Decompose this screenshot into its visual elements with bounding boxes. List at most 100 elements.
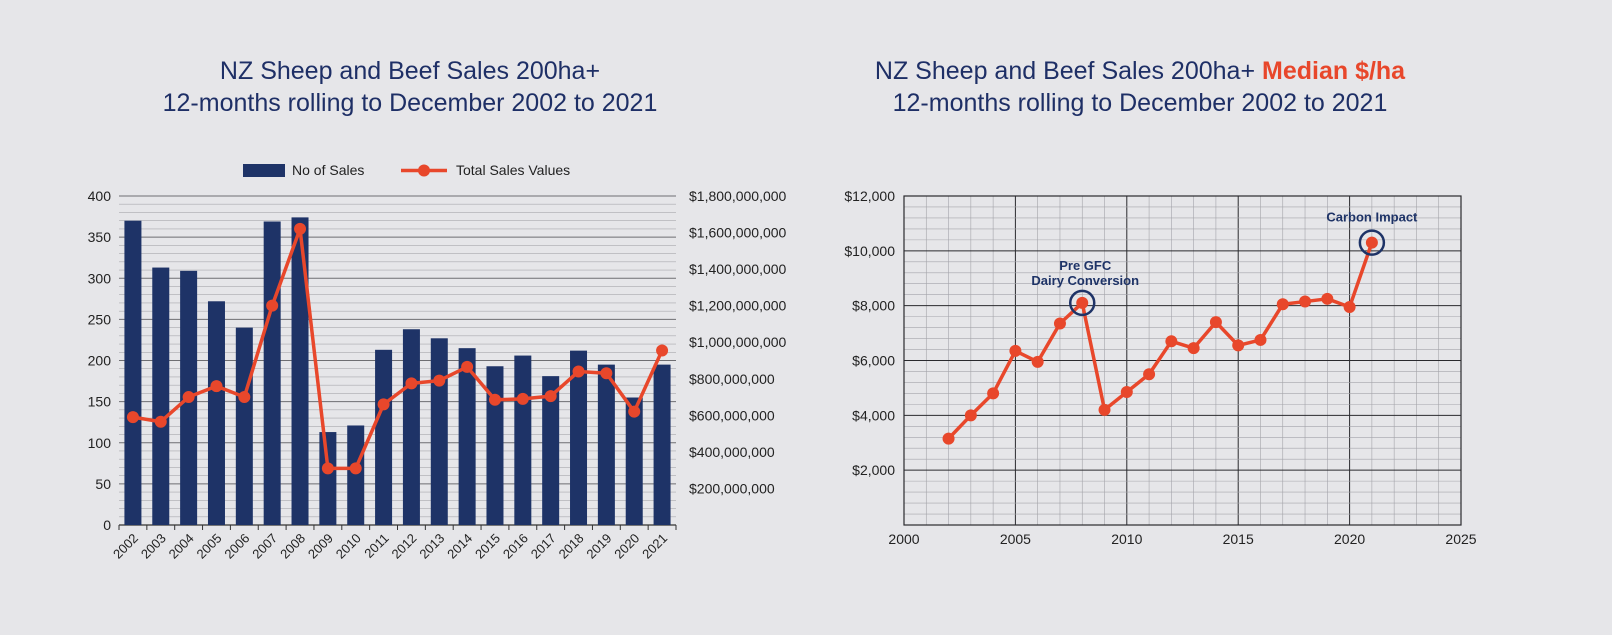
line-point (182, 391, 195, 404)
bar (402, 329, 420, 525)
line-point (1187, 342, 1200, 355)
y-tick-label: $10,000 (844, 243, 895, 259)
annotation-circle (1358, 229, 1386, 256)
line-point (964, 409, 977, 422)
line-point (600, 367, 613, 380)
right-chart-title: NZ Sheep and Beef Sales 200ha+ Median $/… (850, 55, 1430, 119)
line-point (1009, 344, 1022, 357)
line-point (349, 462, 362, 475)
line-point (1232, 339, 1245, 352)
line-point (942, 432, 955, 445)
bar (319, 432, 337, 525)
x-tick-label: 2010 (1111, 531, 1142, 547)
right-title-main: NZ Sheep and Beef Sales 200ha+ (874, 57, 1256, 85)
bar (235, 327, 253, 525)
line-point (1365, 236, 1378, 249)
bar (597, 364, 615, 525)
y-right-tick-label: $1,800,000,000 (689, 188, 787, 204)
y-right-tick-label: $200,000,000 (689, 480, 775, 496)
y-right-tick-label: $800,000,000 (689, 371, 775, 387)
bar (152, 267, 170, 525)
x-tick-label: 2000 (888, 531, 919, 547)
left-chart-title: NZ Sheep and Beef Sales 200ha+ 12-months… (130, 55, 690, 119)
line-point (1031, 355, 1044, 368)
y-tick-label: $12,000 (844, 188, 895, 204)
bar (347, 425, 365, 525)
bar (570, 350, 588, 525)
series-line-median-per-ha (947, 242, 1374, 440)
line-point (1343, 301, 1356, 314)
annotation: Carbon Impact (1326, 210, 1418, 256)
line-point (266, 299, 279, 312)
legend-label: Total Sales Values (456, 162, 570, 178)
line-point (1209, 316, 1222, 329)
right-title-line2: 12-months rolling to December 2002 to 20… (892, 89, 1388, 117)
bar (653, 364, 671, 525)
y-left-tick-label: 0 (103, 517, 111, 533)
line-point (1076, 296, 1089, 309)
y-left-tick-label: 350 (88, 229, 112, 245)
line-point (321, 462, 334, 475)
bar (625, 397, 643, 525)
y-left-tick-label: 100 (88, 435, 112, 451)
bar (375, 349, 393, 525)
line-point (1120, 386, 1133, 399)
legend-swatch-no-of-sales (243, 164, 285, 177)
y-right-tick-label: $1,600,000,000 (689, 225, 787, 241)
line-point (294, 222, 307, 235)
y-tick-label: $8,000 (852, 298, 895, 314)
y-tick-label: $4,000 (852, 407, 895, 423)
y-tick-label: $2,000 (852, 462, 895, 478)
legend: No of Sales Total Sales Values (243, 162, 570, 178)
x-tick-label: 2025 (1445, 531, 1476, 547)
line-point (1165, 335, 1178, 348)
line-point (1321, 292, 1334, 305)
line-point (656, 344, 669, 357)
left-title-line1: NZ Sheep and Beef Sales 200ha+ (219, 57, 601, 85)
line-point (1098, 403, 1111, 416)
line-point (126, 411, 139, 424)
bar (430, 338, 448, 525)
line-point (238, 391, 251, 404)
bar (291, 217, 309, 525)
right-title-accent: Median $/ha (1262, 57, 1406, 85)
plot-frame (903, 195, 1462, 526)
y-left-tick-label: 400 (88, 188, 112, 204)
annotation-label: Carbon Impact (1326, 210, 1418, 225)
y-left-tick-label: 50 (95, 476, 111, 492)
bar (207, 301, 225, 525)
line-point (488, 393, 501, 406)
line-point (154, 415, 167, 428)
bar (124, 220, 142, 526)
line-point (544, 390, 557, 403)
line-point (1299, 295, 1312, 308)
legend-swatch-marker (418, 164, 430, 177)
y-left-tick-label: 300 (88, 270, 112, 286)
y-left-tick-label: 150 (88, 394, 112, 410)
x-tick-label: 2015 (1223, 531, 1254, 547)
x-tick-label: 2020 (1334, 531, 1365, 547)
x-tick-label: 2005 (1000, 531, 1031, 547)
line-point (572, 365, 585, 378)
line-point (210, 380, 223, 393)
line-point (377, 398, 390, 411)
y-right-tick-label: $400,000,000 (689, 444, 775, 460)
y-left-tick-label: 200 (88, 353, 112, 369)
line-point (1053, 317, 1066, 330)
right-title-line1: NZ Sheep and Beef Sales 200ha+ Median $/… (850, 55, 1430, 87)
annotation-label: Dairy Conversion (1031, 273, 1139, 288)
bar (486, 366, 504, 525)
y-right-tick-label: $1,400,000,000 (689, 261, 787, 277)
line-point (628, 405, 641, 418)
y-tick-label: $6,000 (852, 353, 895, 369)
y-left-tick-label: 250 (88, 311, 112, 327)
line-point (1143, 368, 1156, 381)
line-point (1276, 298, 1289, 311)
y-right-tick-label: $600,000,000 (689, 407, 775, 423)
line-point (433, 374, 446, 387)
annotation-label: Pre GFC (1059, 258, 1112, 273)
bar (458, 348, 476, 525)
